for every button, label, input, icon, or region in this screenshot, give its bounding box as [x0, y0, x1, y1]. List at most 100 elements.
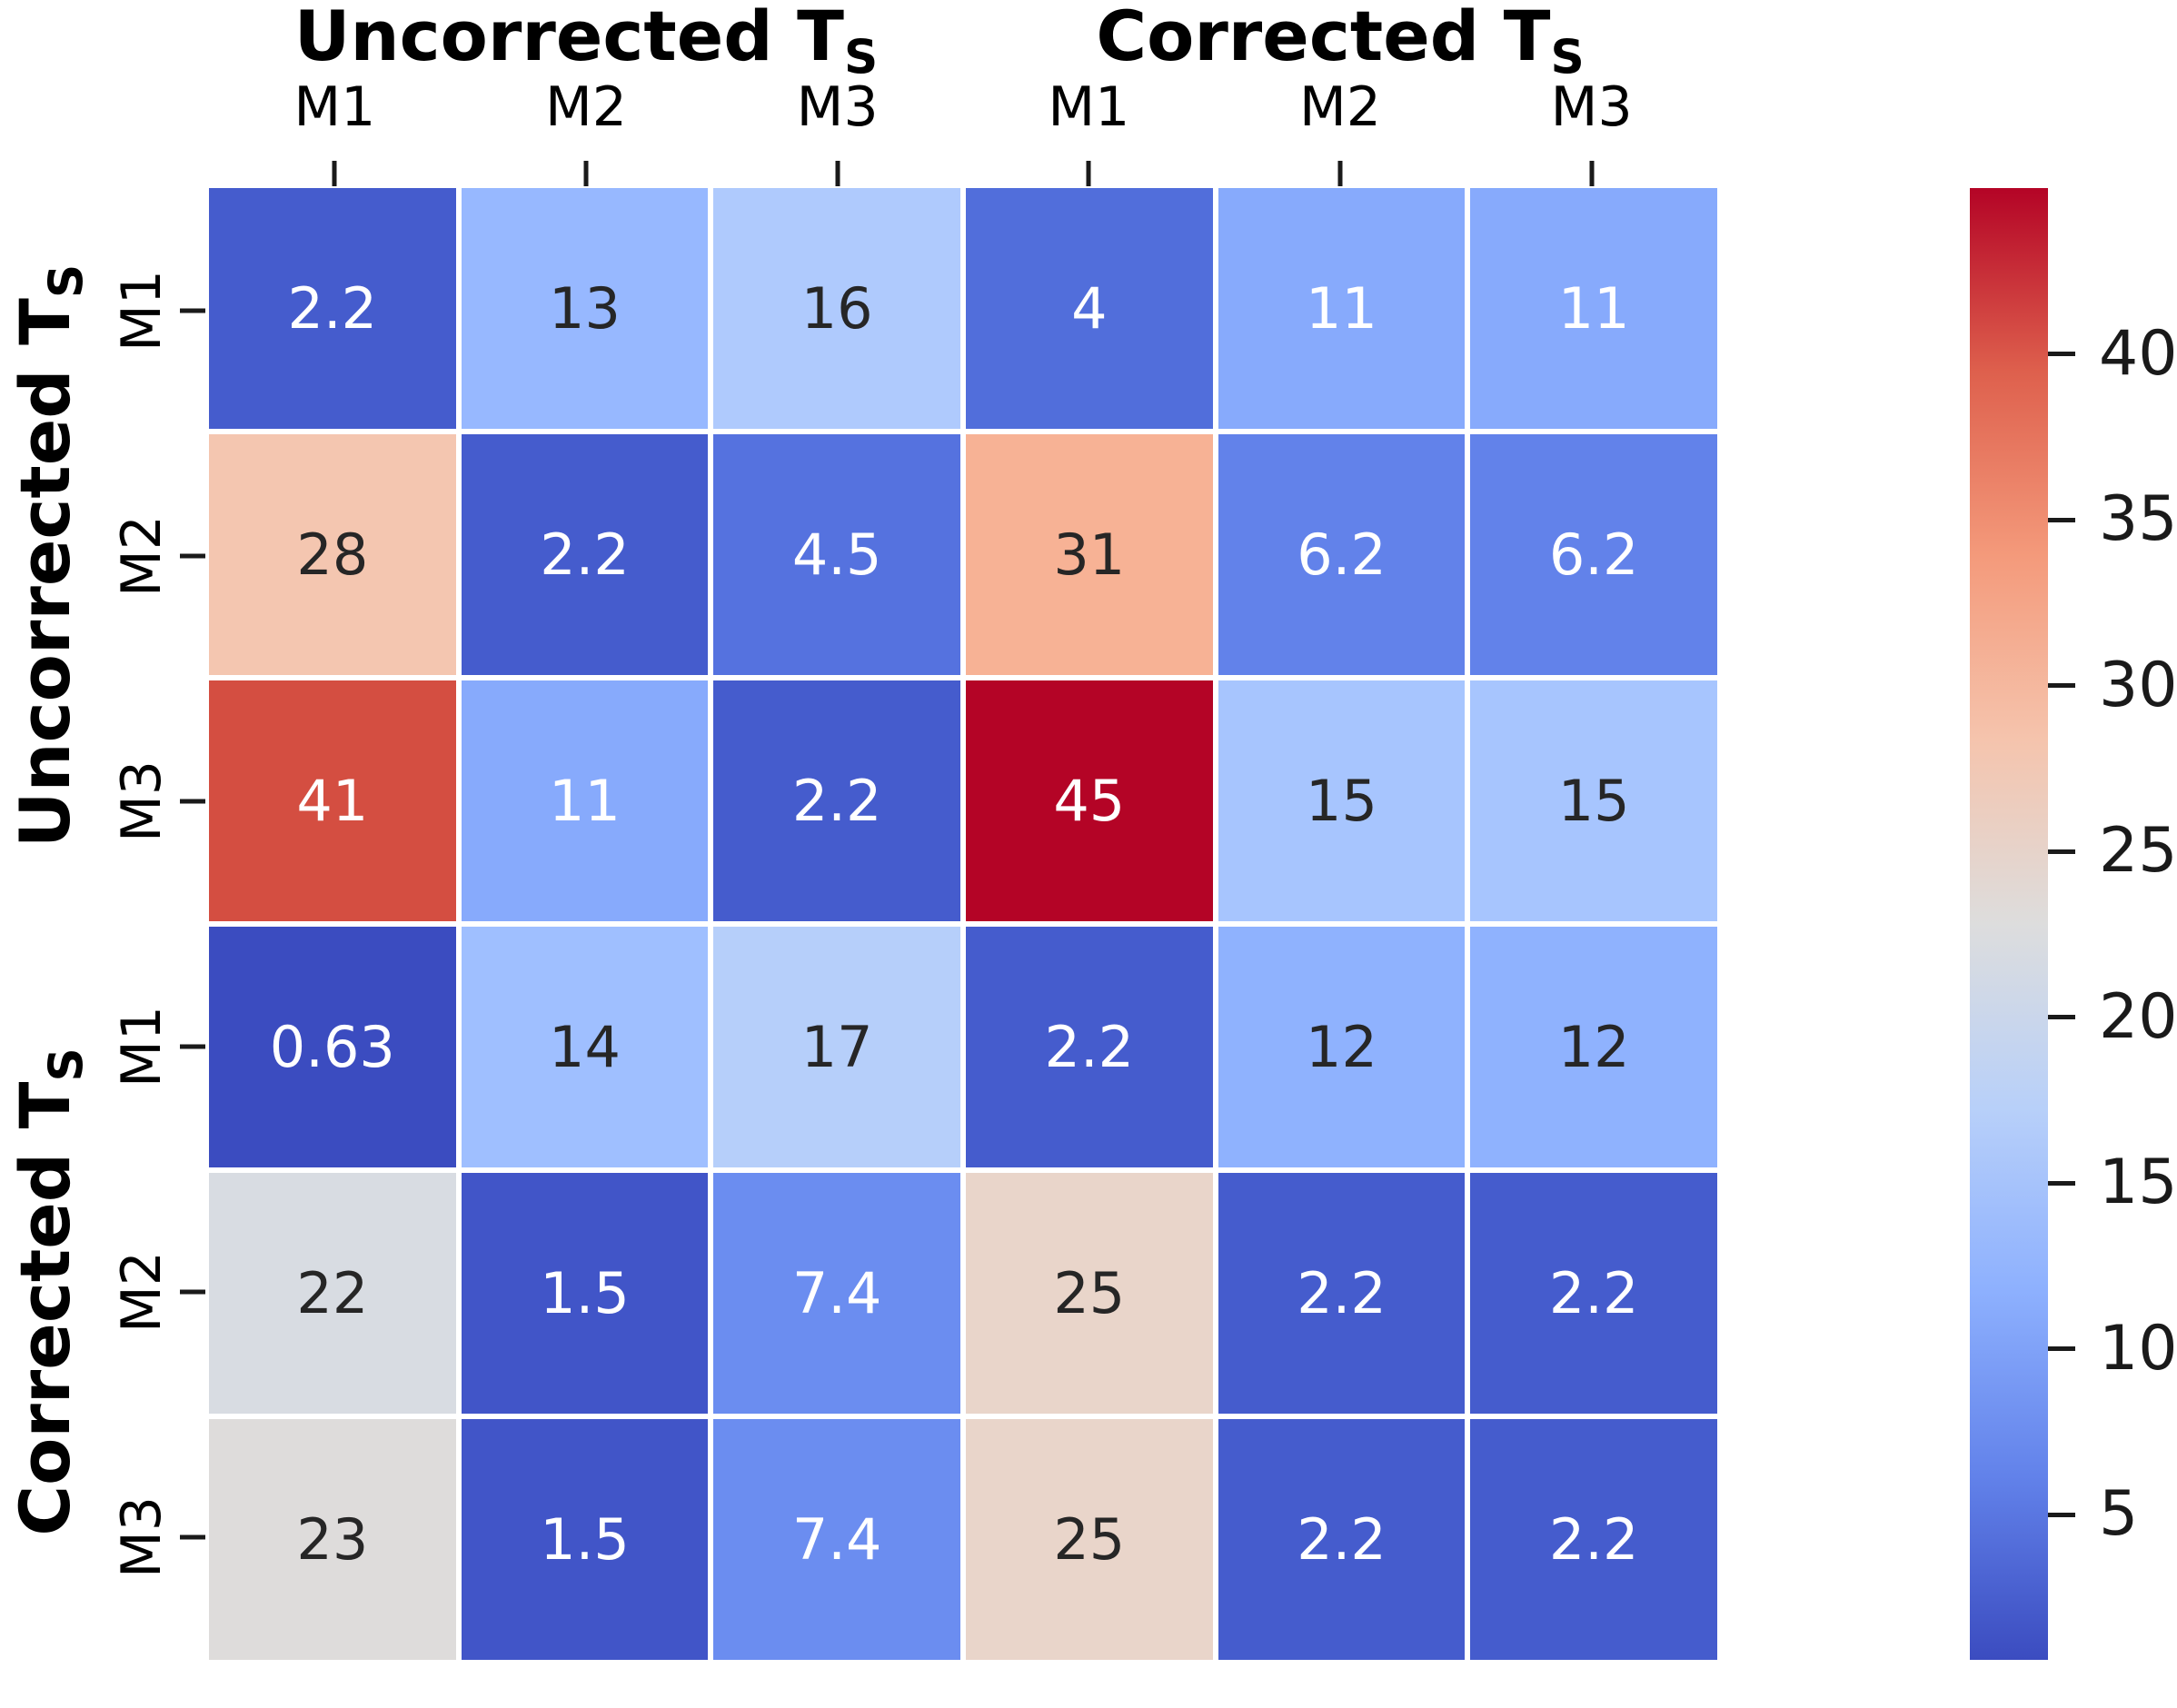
- heatmap-grid: 2.2 13 16 4 11 11 28 2.2 4.5 31 6.2 6.2 41 11 2.2 45 15 1…: [209, 188, 1717, 1660]
- colorbar-tick-mark: [2048, 517, 2075, 522]
- heatmap-cell: 4.5: [713, 434, 960, 675]
- heatmap-cell: 2.2: [965, 927, 1213, 1167]
- colorbar-tick: 15: [2048, 1152, 2177, 1214]
- heatmap-cell: 25: [965, 1419, 1213, 1660]
- colorbar-tick-mark: [2048, 1512, 2075, 1517]
- colorbar: [1970, 188, 2048, 1660]
- colorbar-tick-label: 10: [2099, 1312, 2177, 1385]
- row-label: M3: [110, 760, 174, 842]
- heatmap-cell: 2.2: [209, 188, 456, 429]
- colorbar-tick: 25: [2048, 820, 2177, 882]
- colorbar-tick-mark: [2048, 1180, 2075, 1186]
- colorbar-tick: 5: [2048, 1484, 2138, 1545]
- colorbar-tick-label: 40: [2099, 317, 2177, 390]
- column-label: M2: [1299, 75, 1381, 139]
- heatmap-cell: 1.5: [461, 1419, 709, 1660]
- heatmap-cell: 2.2: [1218, 1173, 1466, 1414]
- cell-value: 16: [800, 274, 873, 342]
- left-group-title-corrected-text: Corrected T: [4, 1081, 85, 1536]
- heatmap-cell: 6.2: [1470, 434, 1717, 675]
- cell-value: 0.63: [269, 1013, 395, 1080]
- cell-value: 11: [1557, 274, 1630, 342]
- left-group-title-uncorrected: Uncorrected TS: [5, 264, 94, 848]
- row-label: M2: [110, 1251, 174, 1333]
- heatmap-cell: 2.2: [1218, 1419, 1466, 1660]
- y-axis-tick: [180, 1044, 205, 1049]
- heatmap-cell: 7.4: [713, 1173, 960, 1414]
- cell-value: 2.2: [287, 274, 378, 342]
- colorbar-tick: 35: [2048, 489, 2177, 551]
- column-label: M1: [293, 75, 376, 139]
- colorbar-tick: 30: [2048, 649, 2177, 721]
- cell-value: 14: [549, 1013, 621, 1080]
- row-label: M1: [110, 1006, 174, 1087]
- colorbar-tick-label: 30: [2099, 649, 2177, 721]
- colorbar-tick-label: 20: [2099, 980, 2177, 1053]
- x-axis-tick: [1337, 161, 1343, 186]
- cell-value: 22: [296, 1259, 369, 1326]
- cell-value: 31: [1053, 521, 1126, 588]
- heatmap-cell: 6.2: [1218, 434, 1466, 675]
- colorbar-tick: 10: [2048, 1312, 2177, 1385]
- heatmap-cell: 16: [713, 188, 960, 429]
- colorbar-tick-mark: [2048, 352, 2075, 357]
- cell-value: 6.2: [1297, 521, 1387, 588]
- top-group-title-uncorrected: Uncorrected TS: [294, 2, 878, 82]
- row-label: M1: [110, 270, 174, 352]
- cell-value: 2.2: [1044, 1013, 1135, 1080]
- cell-value: 1.5: [540, 1505, 630, 1573]
- cell-value: 2.2: [1548, 1505, 1639, 1573]
- column-label: M3: [796, 75, 879, 139]
- heatmap-cell: 2.2: [461, 434, 709, 675]
- heatmap-cell: 14: [461, 927, 709, 1167]
- cell-value: 25: [1053, 1259, 1126, 1326]
- heatmap-cell: 13: [461, 188, 709, 429]
- heatmap-cell: 2.2: [1470, 1419, 1717, 1660]
- colorbar-tick: 40: [2048, 323, 2177, 385]
- cell-value: 15: [1306, 767, 1377, 834]
- heatmap-cell: 2.2: [1470, 1173, 1717, 1414]
- top-group-title-uncorrected-subscript: S: [844, 30, 879, 85]
- left-axis: Uncorrected TS Corrected TS M1 M2 M3 M1 M2 M3: [0, 188, 209, 1660]
- cell-value: 2.2: [791, 767, 882, 834]
- heatmap-cell: 22: [209, 1173, 456, 1414]
- left-group-title-corrected: Corrected TS: [5, 1048, 94, 1535]
- cell-value: 23: [296, 1505, 369, 1573]
- cell-value: 2.2: [1297, 1505, 1387, 1573]
- heatmap-cell: 45: [965, 680, 1213, 921]
- left-group-title-corrected-subscript: S: [39, 1048, 94, 1082]
- colorbar-tick-mark: [2048, 683, 2075, 689]
- y-axis-tick: [180, 1289, 205, 1295]
- cell-value: 12: [1306, 1013, 1377, 1080]
- cell-value: 1.5: [540, 1259, 630, 1326]
- colorbar-ticks: 40 35 30 25 20 15 10 5: [2048, 188, 2177, 1660]
- cell-value: 25: [1053, 1505, 1126, 1573]
- heatmap-cell: 11: [461, 680, 709, 921]
- cell-value: 45: [1053, 767, 1126, 834]
- left-group-title-uncorrected-text: Uncorrected T: [4, 298, 85, 849]
- cell-value: 11: [549, 767, 621, 834]
- heatmap-cell: 31: [965, 434, 1213, 675]
- heatmap-cell: 11: [1218, 188, 1466, 429]
- x-axis-tick: [835, 161, 840, 186]
- x-axis-tick: [332, 161, 337, 186]
- heatmap-cell: 4: [965, 188, 1213, 429]
- top-axis: Uncorrected TS Corrected TS M1 M2 M3 M1 M2 M3: [209, 0, 1717, 188]
- colorbar-tick-label: 25: [2099, 815, 2177, 888]
- cell-value: 7.4: [791, 1505, 882, 1573]
- column-label: M2: [545, 75, 627, 139]
- heatmap-cell: 12: [1218, 927, 1466, 1167]
- heatmap-cell: 7.4: [713, 1419, 960, 1660]
- heatmap-cell: 28: [209, 434, 456, 675]
- heatmap-cell: 41: [209, 680, 456, 921]
- cell-value: 6.2: [1548, 521, 1639, 588]
- cell-value: 2.2: [1548, 1259, 1639, 1326]
- heatmap-cell: 1.5: [461, 1173, 709, 1414]
- cell-value: 2.2: [540, 521, 630, 588]
- x-axis-tick: [1589, 161, 1595, 186]
- heatmap-cell: 11: [1470, 188, 1717, 429]
- heatmap-cell: 25: [965, 1173, 1213, 1414]
- colorbar-tick: 20: [2048, 980, 2177, 1053]
- column-label: M1: [1048, 75, 1130, 139]
